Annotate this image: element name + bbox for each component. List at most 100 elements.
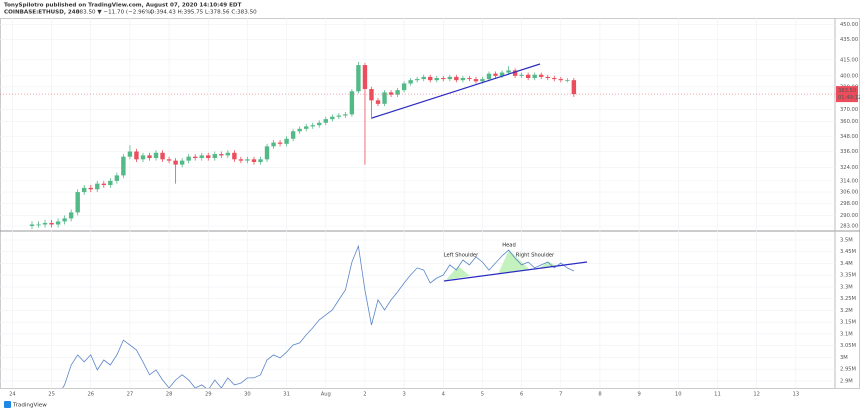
y-tick-label: 3.4M [840,261,853,267]
price-tag [836,86,858,103]
candle-body [330,116,335,120]
candle-body [382,92,387,104]
x-tick-label: 2 [363,392,366,398]
x-tick-label: 27 [127,392,134,398]
y-tick-label: 2.95M [840,367,856,373]
candle-body [212,154,217,158]
y-tick-label: 450.00 [840,22,858,28]
candle-body [160,152,165,160]
candle-body [186,156,191,161]
candle-body [493,73,498,76]
candle-body [88,187,93,190]
x-tick-label: 13 [793,392,800,398]
candle-body [454,76,459,81]
candle-body [206,155,211,158]
y-tick-label: 3.3M [840,284,853,290]
candle-body [127,151,133,157]
candle-body [414,79,420,81]
y-tick-label: 290.00 [840,213,858,219]
marks [0,61,835,388]
candle-body [29,224,35,226]
annotation: Head [502,243,516,249]
pane [62,244,575,388]
candle-body [552,77,557,80]
candle-body [75,192,80,213]
candle-body [356,65,361,92]
candle-body [55,221,61,225]
candle-body [277,142,283,144]
y-tick-label: 3.2M [840,308,853,314]
y-tick-label: 2.9M [840,378,853,384]
candle-body [323,119,328,123]
x-tick-label: 5 [481,392,484,398]
candle-body [101,183,107,186]
y-tick-label: 298.00 [840,201,858,207]
change: 383.50 ▼ −11.70 (−2.96%) [76,10,153,16]
candle-body [179,160,185,165]
logo [4,401,11,408]
candle-body [303,126,309,129]
candle-body [42,222,48,225]
x-tick-label: 3 [402,392,405,398]
candle-body [232,152,237,160]
byline: TonySpilotro published on TradingView.co… [4,3,242,9]
left-shoulder-fill [446,266,470,280]
candle-body [166,159,172,161]
y-tick-label: 3.15M [840,320,856,326]
candle-body [290,131,296,139]
candle-body [434,77,439,81]
candle-body [108,180,113,186]
brand: TradingView [12,403,47,409]
x-tick-label: Aug [321,392,331,398]
candle-body [441,77,446,80]
x-tick-label: 12 [753,392,760,398]
ohlc: O:394.43 H:395.75 L:378.56 C:383.50 [150,10,257,16]
candle-body [486,73,492,80]
candle-body [362,65,368,90]
x-tick-label: 6 [520,392,523,398]
candle-body [153,152,159,158]
candle-body [264,146,270,160]
candle-body [219,154,224,156]
head-fill [498,250,530,274]
candle-body [473,79,479,82]
candle-body [369,89,374,101]
candle-body [343,114,348,116]
candle-body [251,159,257,162]
candle-body [428,76,433,81]
candle-body [539,74,544,77]
y-tick-label: 360.00 [840,119,858,125]
symbol: COINBASE:ETHUSD, 240 [4,10,80,16]
x-tick-label: 7 [559,392,562,398]
candle-body [349,91,355,115]
y-tick-label: 3.05M [840,343,856,349]
y-tick-label: 415.00 [840,57,858,63]
candle-body [68,212,74,219]
candle-body [421,76,426,80]
candle-body [134,151,139,160]
candle-body [271,142,276,147]
candle-body [317,122,322,126]
candle-body [525,74,531,78]
x-tick-label: 8 [598,392,601,398]
candle-body [297,128,302,132]
candle-body [147,155,152,158]
x-tick-label: 9 [637,392,640,398]
candle-body [460,77,466,81]
candle-body [571,80,577,95]
trendline [371,63,541,119]
annotation: Right Shoulder [516,253,555,259]
y-tick-label: 314.00 [840,178,858,184]
y-tick-label: 3M [840,355,848,361]
candle-body [245,159,250,161]
y-tick-label: 3.35M [840,273,856,279]
x-tick-label: 31 [283,392,290,398]
x-tick-label: 10 [675,392,682,398]
y-tick-label: 283.00 [840,223,858,229]
price-label: 383.50 [838,88,856,94]
candle-body [114,175,120,181]
candle-body [519,74,524,76]
candle-body [565,80,570,81]
candle-body [121,156,126,176]
